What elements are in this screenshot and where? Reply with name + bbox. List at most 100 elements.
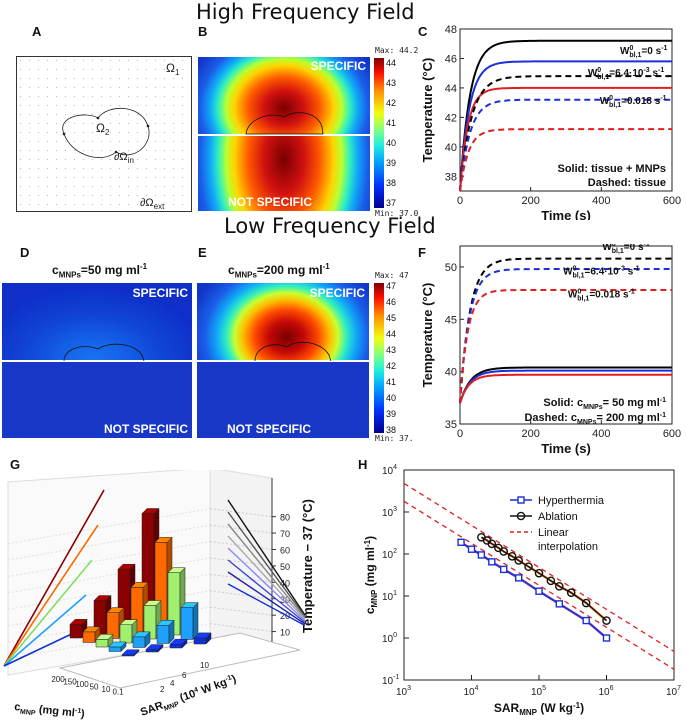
curve-annotation: W0 bl,1=0.018 s-1 [600, 95, 667, 109]
x-tick-label: 103 [396, 685, 411, 698]
bar-top [132, 631, 151, 638]
panel-letter-f: F [418, 245, 426, 260]
panel-letter-c: C [418, 24, 428, 39]
cbar-e-min: Min: 37. [375, 434, 414, 443]
divider-line [2, 360, 192, 362]
data-point [602, 634, 611, 642]
c-tick-label: 200 [51, 675, 65, 684]
panel-e-specific-heatmap: SPECIFIC [197, 283, 369, 360]
panel-letter-h: H [358, 457, 368, 472]
z-tick-label: 80 [280, 513, 290, 523]
curve-annotation: W0 bl,1=0 s-1 [620, 45, 668, 59]
bar [95, 639, 109, 648]
bar-top [156, 620, 175, 626]
bar-top [95, 634, 114, 640]
specific-label: SPECIFIC [310, 59, 366, 73]
colorbar-b-ticks: 44 43 42 41 40 39 38 37 [386, 58, 410, 208]
cbar-tick: 43 [386, 345, 397, 355]
bar-top [106, 607, 125, 613]
cbar-tick: 41 [386, 118, 397, 128]
colorbar-e [374, 283, 384, 433]
legend-solid: Solid: tissue + MNPs [558, 163, 667, 175]
y-axis-label: cMNP (mg ml-1) [363, 536, 379, 614]
cbar-tick: 43 [386, 78, 397, 88]
legend-ablation: Ablation [538, 511, 578, 523]
bar [108, 646, 122, 652]
divider-line [197, 360, 369, 362]
y-tick-label: 103 [382, 506, 397, 519]
x-tick-label: 600 [663, 428, 681, 440]
data-point [477, 551, 486, 559]
panel-letter-b: B [198, 24, 208, 39]
bar-top [93, 595, 112, 601]
bar-top [69, 619, 88, 625]
chart-c: 0 200 400 600 38 40 42 44 46 48 Time (s) Temperatur… [420, 24, 681, 220]
plot-frame [459, 28, 673, 192]
sar-tick-label: 6 [182, 671, 187, 680]
panel-b-specific-heatmap: SPECIFIC [198, 57, 370, 134]
omega2-label: Ω2 [96, 121, 110, 137]
specific-label: SPECIFIC [132, 286, 188, 300]
legend-dashed: Dashed: cMNPs= 200 mg ml-1 [524, 412, 666, 426]
y-tick-label: 102 [382, 548, 397, 561]
panel-d-title: cMNPs=50 mg ml-1 [52, 262, 148, 280]
panel-a-domain: Ω1 Ω2 ∂Ωin ∂Ωext [16, 56, 192, 212]
c-tick-label: 50 [90, 683, 99, 692]
high-frequency-title: High Frequency Field [196, 0, 415, 24]
radial-line [227, 571, 306, 625]
radial-line [3, 594, 87, 667]
bar [82, 631, 96, 643]
cbar-tick: 44 [386, 58, 397, 68]
panel-b-contour [245, 112, 324, 135]
not-specific-label: NOT SPECIFIC [103, 422, 188, 436]
z-tick-label: 20 [280, 611, 290, 621]
panel-e-notspecific-heatmap: NOT SPECIFIC [197, 362, 369, 438]
boundary-node [96, 116, 100, 120]
bar [69, 624, 83, 639]
radial-line [3, 629, 81, 667]
bar [180, 607, 194, 640]
interpolation-line [403, 482, 675, 652]
z-grid [209, 508, 273, 518]
bar-top [82, 626, 101, 633]
chart-f: 0 200 400 600 35 40 45 50 Time (s) Temperature (°… [420, 244, 681, 456]
sar-tick-label: 4 [170, 679, 175, 688]
x-tick-label: 400 [592, 195, 610, 207]
sar-tick-label: 10 [200, 661, 209, 670]
radial-line [3, 524, 99, 667]
y-tick-label: 42 [445, 112, 457, 124]
radial-line [227, 499, 306, 616]
y-tick-label: 38 [445, 171, 457, 183]
series-line [460, 541, 607, 639]
data-point [500, 565, 508, 574]
cbar-tick: 41 [386, 377, 397, 387]
curve-annotation: W0 bl,1=0 s-1 [602, 244, 650, 255]
data-point [488, 558, 496, 566]
y-tick-label: 44 [445, 83, 457, 95]
bar-top [154, 537, 173, 543]
cbar-tick: 45 [386, 313, 397, 323]
bar [156, 625, 170, 644]
not-specific-label: NOT SPECIFIC [227, 422, 312, 436]
panel-b-notspecific-heatmap: NOT SPECIFIC [198, 136, 370, 211]
data-point [499, 547, 509, 556]
bar-top [119, 619, 138, 626]
bar-top [117, 563, 136, 570]
cbar-tick: 38 [386, 425, 397, 435]
x-tick-label: 600 [663, 195, 681, 207]
y-tick-label: 104 [382, 464, 397, 477]
x-tick-label: 200 [521, 428, 539, 440]
c-axis-label: cMNP (mg ml-1) [13, 701, 85, 720]
y-tick-label: 35 [445, 419, 457, 431]
x-tick-label: 105 [531, 685, 546, 698]
series-line [459, 75, 672, 192]
radial-line [227, 511, 306, 617]
cbar-tick: 42 [386, 361, 397, 371]
radial-line [227, 547, 306, 622]
cbar-tick: 40 [386, 138, 397, 148]
data-point [507, 552, 517, 561]
bar-top [141, 508, 160, 514]
z-axis-label: Temperature − 37 (°C) [300, 499, 315, 633]
x-tick-label: 106 [599, 685, 614, 698]
x-tick-label: 400 [592, 428, 610, 440]
